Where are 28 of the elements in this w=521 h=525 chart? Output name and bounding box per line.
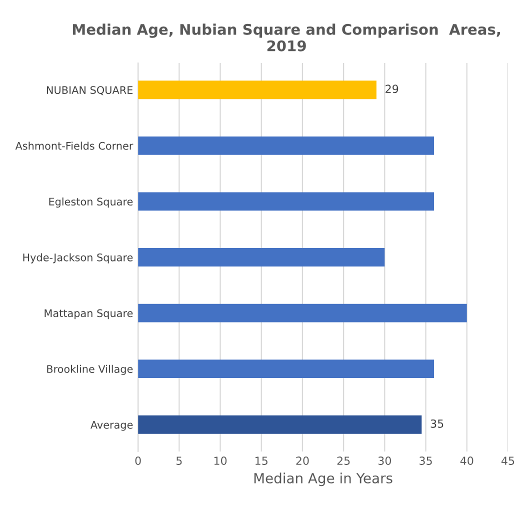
bar <box>138 192 434 211</box>
bar <box>138 415 422 434</box>
y-tick-label: Brookline Village <box>47 364 133 375</box>
data-label: 29 <box>386 84 398 94</box>
x-tick-label: 25 <box>337 456 350 465</box>
bar <box>138 360 434 378</box>
x-tick-label: 45 <box>501 456 514 465</box>
x-tick-label: 15 <box>256 456 268 465</box>
chart-title: Median Age, Nubian Square and Comparison Areas, 2019 <box>72 24 500 52</box>
x-tick-label: 40 <box>460 456 474 465</box>
x-tick-label: 20 <box>296 456 309 465</box>
x-axis-title: Median Age in Years <box>254 472 392 486</box>
y-tick-label: Mattapan Square <box>44 309 133 320</box>
y-tick-label: Ashmont-Fields Corner <box>15 142 134 150</box>
data-label: 35 <box>430 419 444 428</box>
bar <box>138 248 385 266</box>
bar <box>138 80 376 100</box>
y-tick-label: NUBIAN SQUARE <box>46 86 133 96</box>
x-tick-label: 5 <box>176 456 182 465</box>
x-tick-label: 10 <box>214 456 227 465</box>
bar <box>138 136 434 155</box>
x-tick-label: 0 <box>135 456 141 465</box>
y-tick-label: Egleston Square <box>49 198 133 208</box>
y-tick-label: Average <box>90 421 133 431</box>
y-tick-label: Hyde-Jackson Square <box>23 253 133 264</box>
x-tick-label: 30 <box>378 456 392 465</box>
x-tick-label: 35 <box>420 456 432 465</box>
bar <box>138 304 467 322</box>
